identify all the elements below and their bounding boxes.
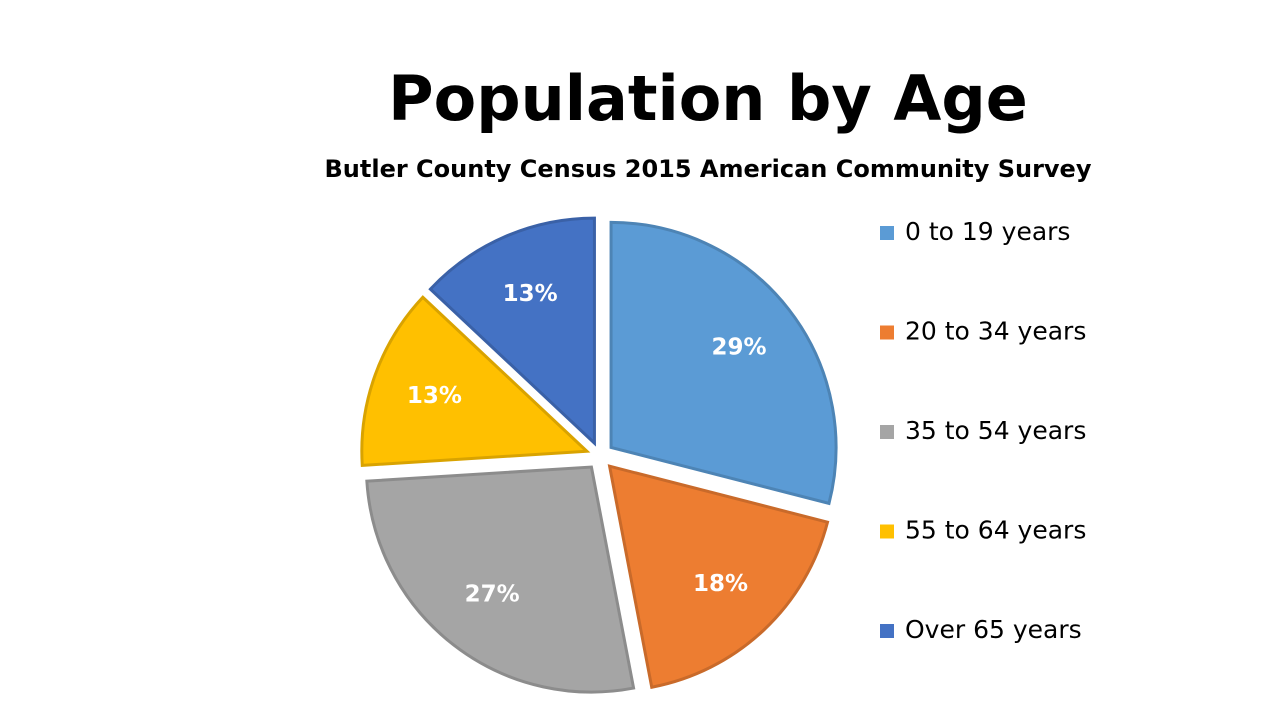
legend-swatch [880, 524, 894, 539]
legend-label: 55 to 64 years [905, 516, 1086, 545]
legend-swatch [880, 425, 894, 439]
legend-label: 0 to 19 years [905, 217, 1070, 246]
pie-slice [609, 220, 838, 506]
pie-slice [365, 465, 636, 694]
legend-swatch [880, 325, 894, 340]
data-label: 13% [407, 383, 462, 409]
chart-subtitle: Butler County Census 2015 American Commu… [325, 155, 1092, 183]
legend-label: Over 65 years [905, 615, 1082, 644]
chart-title: Population by Age [388, 62, 1028, 135]
data-label: 18% [693, 571, 748, 597]
pie-slice [428, 216, 596, 447]
legend-label: 20 to 34 years [905, 317, 1086, 346]
pie-slice [607, 464, 830, 689]
pie-slice [360, 295, 591, 467]
data-label: 27% [465, 582, 520, 608]
legend-swatch [880, 624, 894, 638]
data-label: 29% [712, 335, 767, 361]
data-label: 13% [503, 281, 558, 307]
legend-label: 35 to 54 years [905, 416, 1086, 445]
legend-swatch [880, 226, 894, 240]
